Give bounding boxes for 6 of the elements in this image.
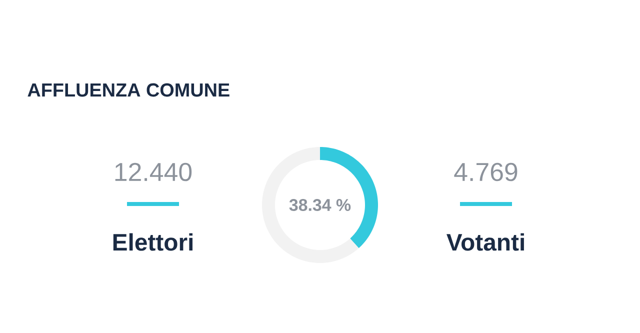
- text: 38.34 %: [289, 198, 351, 212]
- text: 12.440: [115, 162, 192, 182]
- chart-title: AFFLUENZA COMUNE: [28, 83, 230, 97]
- text: 4.769: [454, 162, 518, 182]
- text: Elettori: [113, 233, 192, 251]
- text: Votanti: [446, 233, 524, 251]
